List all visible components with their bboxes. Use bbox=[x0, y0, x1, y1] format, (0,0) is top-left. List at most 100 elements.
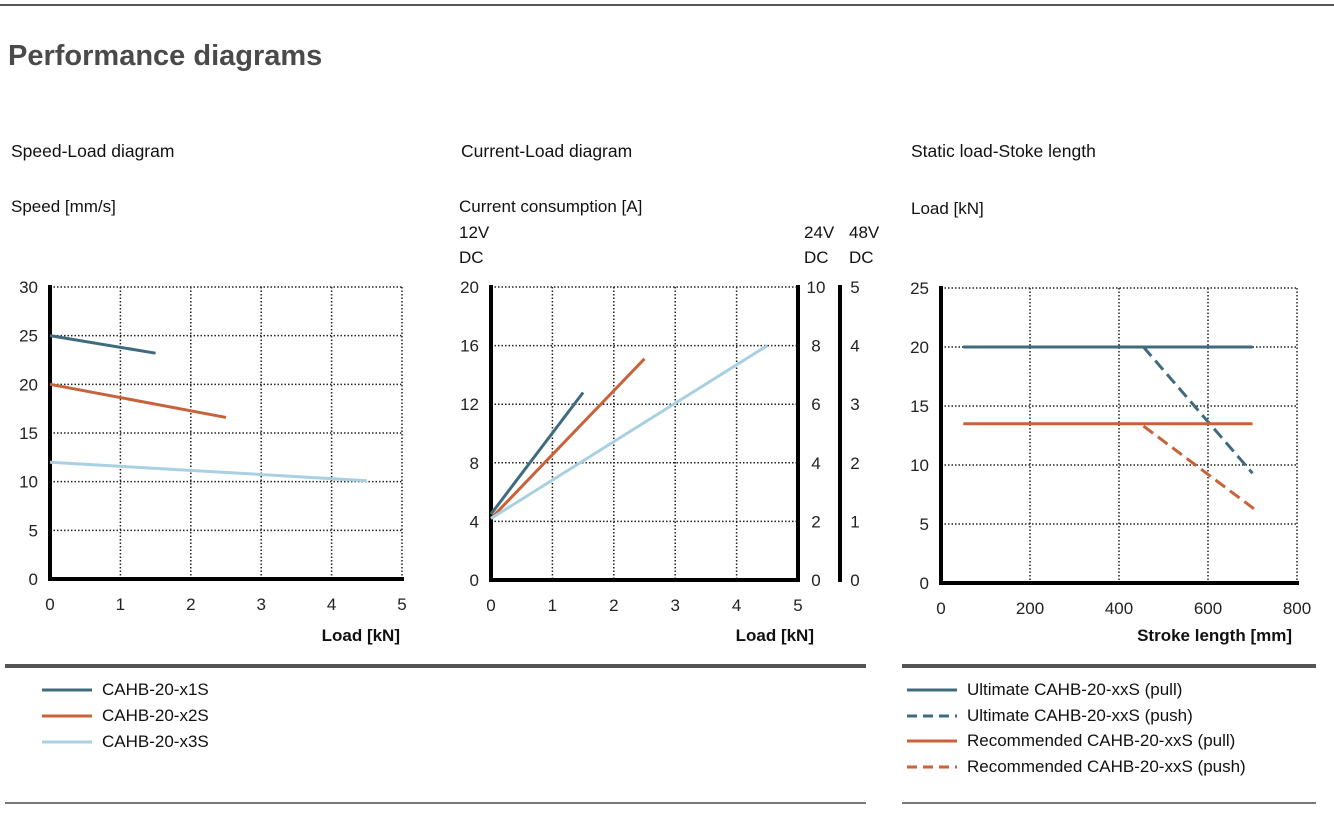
y3-dc: DC bbox=[849, 248, 874, 267]
y1-dc: DC bbox=[459, 248, 484, 267]
page-title: Performance diagrams bbox=[8, 40, 323, 72]
x-tick-label: 800 bbox=[1283, 599, 1311, 618]
series-line-cahb-20-x3s bbox=[490, 344, 769, 520]
legend-label: Ultimate CAHB-20-xxS (pull) bbox=[967, 680, 1183, 699]
legend-item: CAHB-20-x2S bbox=[42, 706, 209, 726]
y-tick-label: 0 bbox=[920, 574, 929, 593]
y2-dc: DC bbox=[804, 248, 829, 267]
y1-voltage-label: 12V DC bbox=[459, 220, 489, 270]
x-tick-label: 1 bbox=[548, 596, 557, 615]
x-axis-label: Stroke length [mm] bbox=[1137, 626, 1292, 645]
y-tick-label: 20 bbox=[19, 375, 38, 394]
legend-swatch bbox=[907, 765, 957, 768]
x-tick-label: 3 bbox=[256, 595, 265, 614]
secondary-y-tick-label: 3 bbox=[850, 395, 859, 414]
x-tick-label: 0 bbox=[45, 595, 54, 614]
legend-label: Ultimate CAHB-20-xxS (push) bbox=[967, 705, 1193, 725]
chart3-ylabel: Load [kN] bbox=[911, 199, 984, 218]
legend-swatch bbox=[907, 714, 957, 717]
legend-top-rule-left bbox=[5, 664, 866, 668]
series-line-cahb-20-x2s bbox=[489, 357, 646, 520]
x-tick-label: 2 bbox=[609, 596, 618, 615]
secondary-y-tick-label: 8 bbox=[811, 337, 820, 356]
legend-item: Recommended CAHB-20-xxS (push) bbox=[907, 757, 1246, 777]
y-tick-label: 5 bbox=[29, 521, 38, 540]
chart3-title: Static load-Stoke length bbox=[911, 141, 1096, 161]
series-line-cahb-20-x2s bbox=[49, 382, 227, 419]
legend-swatch bbox=[907, 739, 957, 743]
chart1-ylabel: Speed [mm/s] bbox=[11, 197, 116, 216]
chart-3: 0 200 400 600 800 0 5 10 15 20 25 Stroke length [mm… bbox=[910, 279, 1311, 645]
chart2-title: Current-Load diagram bbox=[461, 141, 633, 161]
secondary-y-tick-label: 6 bbox=[811, 395, 820, 414]
y-tick-label: 20 bbox=[910, 338, 929, 357]
x-tick-label: 5 bbox=[793, 596, 802, 615]
y-tick-label: 30 bbox=[19, 278, 38, 297]
legend-item: CAHB-20-x1S bbox=[42, 680, 209, 700]
secondary-y-tick-label: 1 bbox=[850, 512, 859, 531]
y-tick-label: 15 bbox=[910, 397, 929, 416]
legend-item: Ultimate CAHB-20-xxS (push) bbox=[907, 706, 1193, 726]
series-line-cahb-20-x1s bbox=[489, 391, 585, 515]
legend-swatch bbox=[42, 714, 92, 718]
y-tick-label: 25 bbox=[910, 279, 929, 298]
y-tick-label: 5 bbox=[920, 515, 929, 534]
series-line-cahb-20-x3s bbox=[49, 460, 367, 483]
x-tick-label: 600 bbox=[1194, 599, 1222, 618]
x-tick-label: 200 bbox=[1016, 599, 1044, 618]
y-tick-label: 0 bbox=[29, 570, 38, 589]
legend-item: Recommended CAHB-20-xxS (pull) bbox=[907, 731, 1235, 751]
x-axis-label: Load [kN] bbox=[322, 626, 400, 645]
y-tick-label: 10 bbox=[19, 473, 38, 492]
y-tick-label: 25 bbox=[19, 327, 38, 346]
x-tick-label: 5 bbox=[397, 595, 406, 614]
secondary-y-tick-label: 0 bbox=[850, 571, 859, 590]
x-tick-label: 1 bbox=[116, 595, 125, 614]
x-tick-label: 400 bbox=[1105, 599, 1133, 618]
chart1-title: Speed-Load diagram bbox=[11, 141, 175, 161]
y-tick-label: 8 bbox=[470, 454, 479, 473]
legend-label: Recommended CAHB-20-xxS (push) bbox=[967, 756, 1246, 776]
secondary-y-tick-label: 5 bbox=[850, 278, 859, 297]
x-tick-label: 0 bbox=[486, 596, 495, 615]
series-line-cahb-20-x1s bbox=[49, 334, 156, 355]
series-line-ultimate-cahb-20-xxs-push- bbox=[1142, 346, 1254, 475]
legend-bottom-rule-right bbox=[902, 802, 1316, 804]
legend-label: CAHB-20-x2S bbox=[102, 706, 209, 725]
legend-swatch bbox=[42, 688, 92, 692]
legend-label: Recommended CAHB-20-xxS (pull) bbox=[967, 731, 1236, 750]
chart-1: 0 1 2 3 4 5 0 5 10 15 20 25 30 Load [kN] bbox=[19, 278, 407, 645]
x-tick-label: 4 bbox=[732, 596, 741, 615]
y-tick-label: 16 bbox=[460, 337, 479, 356]
y2-voltage: 24V bbox=[804, 223, 835, 242]
legend-item: CAHB-20-x3S bbox=[42, 732, 209, 752]
chart2-ylabel: Current consumption [A] bbox=[459, 197, 643, 216]
x-tick-label: 4 bbox=[327, 595, 336, 614]
legend-bottom-rule-left bbox=[5, 802, 866, 804]
y-tick-label: 4 bbox=[470, 512, 479, 531]
y-tick-label: 20 bbox=[460, 278, 479, 297]
secondary-y-tick-label: 2 bbox=[811, 512, 820, 531]
secondary-y-tick-label: 4 bbox=[811, 454, 820, 473]
series-line-recommended-cahb-20-xxs-push- bbox=[1142, 424, 1258, 513]
x-tick-label: 0 bbox=[936, 599, 945, 618]
y3-voltage-label: 48V DC bbox=[849, 220, 879, 270]
legend-swatch bbox=[907, 688, 957, 692]
y1-voltage: 12V bbox=[459, 223, 490, 242]
secondary-y-tick-label: 2 bbox=[850, 454, 859, 473]
legend-label: CAHB-20-x1S bbox=[102, 680, 209, 699]
x-axis-label: Load [kN] bbox=[736, 626, 814, 645]
legend-top-rule-right bbox=[902, 664, 1316, 668]
y-tick-label: 12 bbox=[460, 395, 479, 414]
secondary-y-tick-label: 0 bbox=[811, 571, 820, 590]
x-tick-label: 3 bbox=[670, 596, 679, 615]
y3-voltage: 48V bbox=[849, 223, 880, 242]
x-tick-label: 2 bbox=[186, 595, 195, 614]
y-tick-label: 10 bbox=[910, 456, 929, 475]
legend-swatch bbox=[42, 740, 92, 744]
legend-item: Ultimate CAHB-20-xxS (pull) bbox=[907, 680, 1182, 700]
y-tick-label: 0 bbox=[470, 571, 479, 590]
legend-label: CAHB-20-x3S bbox=[102, 732, 209, 751]
